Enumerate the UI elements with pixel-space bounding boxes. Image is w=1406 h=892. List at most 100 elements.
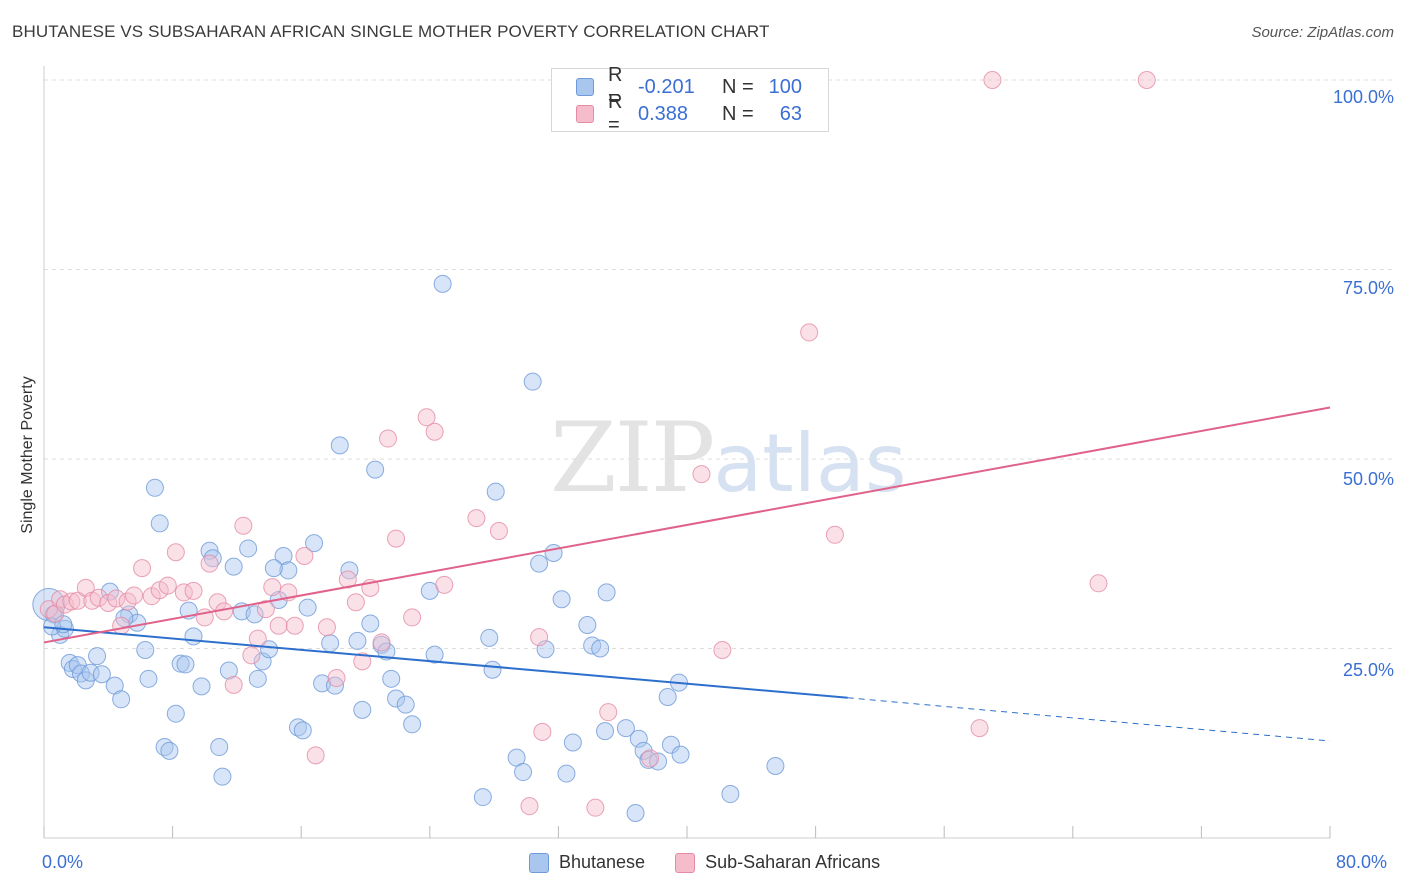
bhutanese-point [514, 763, 533, 782]
subsaharan-point [520, 797, 539, 816]
legend-r-value: -0.201 [638, 75, 695, 98]
subsaharan-point [800, 323, 819, 342]
bhutanese-point [361, 614, 380, 633]
subsaharan-point [435, 575, 454, 594]
subsaharan-point [338, 570, 357, 589]
bhutanese-point [224, 557, 243, 576]
subsaharan-point [256, 600, 275, 619]
y-tick-25: 25.0% [1342, 660, 1394, 680]
subsaharan-point [46, 604, 65, 623]
bhutanese-point [92, 665, 111, 684]
bhutanese-point [480, 628, 499, 647]
legend-r-value: 0.388 [638, 102, 689, 125]
bhutanese-point [382, 669, 401, 688]
subsaharan-point [1137, 71, 1156, 89]
bhutanese-point [366, 460, 385, 479]
legend-n-label: N = [722, 75, 754, 98]
subsaharan-point [387, 529, 406, 548]
bhutanese-point [264, 559, 283, 578]
x-tick-min: 0.0% [42, 852, 84, 872]
bhutanese-point [192, 677, 211, 696]
bhutanese-point [387, 689, 406, 708]
bhutanese-point [629, 729, 648, 748]
bhutanese-point [210, 738, 229, 757]
bhutanese-point [145, 478, 164, 497]
subsaharan-point [417, 408, 436, 427]
subsaharan-point [403, 608, 422, 627]
bhutanese-point [219, 661, 238, 680]
bhutanese-point [213, 767, 232, 786]
subsaharan-point [248, 629, 267, 648]
bhutanese-point [348, 631, 367, 650]
subsaharan-point [641, 749, 660, 768]
bhutanese-point [658, 688, 677, 707]
legend-swatch-pink [576, 105, 594, 123]
watermark: ZIPatlas [550, 402, 907, 514]
legend-item-subsaharan[interactable]: Sub-Saharan Africans [675, 852, 880, 873]
subsaharan-point [269, 616, 288, 635]
bhutanese-point [248, 669, 267, 688]
bhutanese-point [100, 582, 119, 601]
subsaharan-point [263, 578, 282, 597]
bhutanese-point [473, 788, 492, 807]
subsaharan-point [242, 646, 261, 665]
bhutanese-point [353, 700, 372, 719]
bhutanese-point [396, 695, 415, 714]
bhutanese-point [557, 764, 576, 783]
bhutanese-point [530, 554, 549, 573]
subsaharan-point [89, 588, 108, 607]
subsaharan-point [285, 616, 304, 635]
legend-n-value: 63 [779, 102, 802, 125]
bhutanese-point [112, 690, 131, 709]
watermark-atlas: atlas [713, 417, 907, 510]
bhutanese-point [279, 561, 298, 580]
bhutanese-point [626, 803, 645, 822]
legend-n-value: 100 [768, 75, 802, 98]
bhutanese-point [136, 641, 155, 660]
legend-swatch-blue [529, 852, 549, 873]
bhutanese-point [425, 645, 444, 664]
x-tick-max: 80.0% [1336, 852, 1388, 872]
bhutanese-point [150, 514, 169, 533]
bhutanese-point [578, 616, 597, 635]
subsaharan-trend-line [43, 406, 1331, 644]
legend-n-label: N = [722, 102, 754, 125]
subsaharan-point [184, 581, 203, 600]
y-tick-75: 75.0% [1342, 278, 1394, 298]
subsaharan-point [467, 509, 486, 528]
bhutanese-point [298, 598, 317, 617]
subsaharan-point [51, 590, 70, 609]
subsaharan-point [692, 465, 711, 484]
legend-label-bhutanese: Bhutanese [559, 852, 646, 872]
subsaharan-point [174, 583, 193, 602]
y-tick-100: 100.0% [1332, 87, 1394, 107]
subsaharan-point [586, 798, 605, 817]
subsaharan-point [158, 576, 177, 595]
bhutanese-point [184, 627, 203, 646]
bhutanese-point [591, 639, 610, 658]
bhutanese-point [88, 647, 107, 666]
legend-swatch-pink [675, 852, 696, 873]
subsaharan-point [200, 554, 219, 573]
bhutanese-point [483, 660, 502, 679]
bhutanese-point [239, 539, 258, 558]
bhutanese-point [176, 655, 195, 674]
legend-item-bhutanese[interactable]: Bhutanese [529, 852, 645, 873]
bhutanese-point [616, 719, 635, 738]
legend-r-label: R = [608, 64, 623, 109]
subsaharan-point [68, 591, 87, 610]
bhutanese-point [274, 547, 293, 566]
subsaharan-point [224, 675, 243, 694]
bhutanese-point [330, 436, 349, 455]
series-legend: Bhutanese Sub-Saharan Africans [529, 852, 910, 873]
bhutanese-point [597, 583, 616, 602]
bhutanese-point [596, 722, 615, 741]
bhutanese-point [139, 669, 158, 688]
subsaharan-point [62, 592, 81, 611]
bhutanese-point [171, 654, 190, 673]
bhutanese-point [544, 543, 563, 562]
bhutanese-point [634, 741, 653, 760]
bhutanese-point [160, 741, 179, 760]
watermark-zip: ZIP [550, 402, 715, 514]
